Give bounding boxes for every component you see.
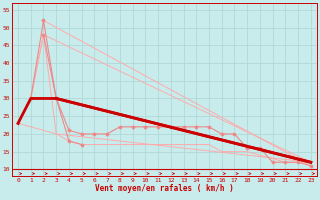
X-axis label: Vent moyen/en rafales ( km/h ): Vent moyen/en rafales ( km/h ) [95, 184, 234, 193]
